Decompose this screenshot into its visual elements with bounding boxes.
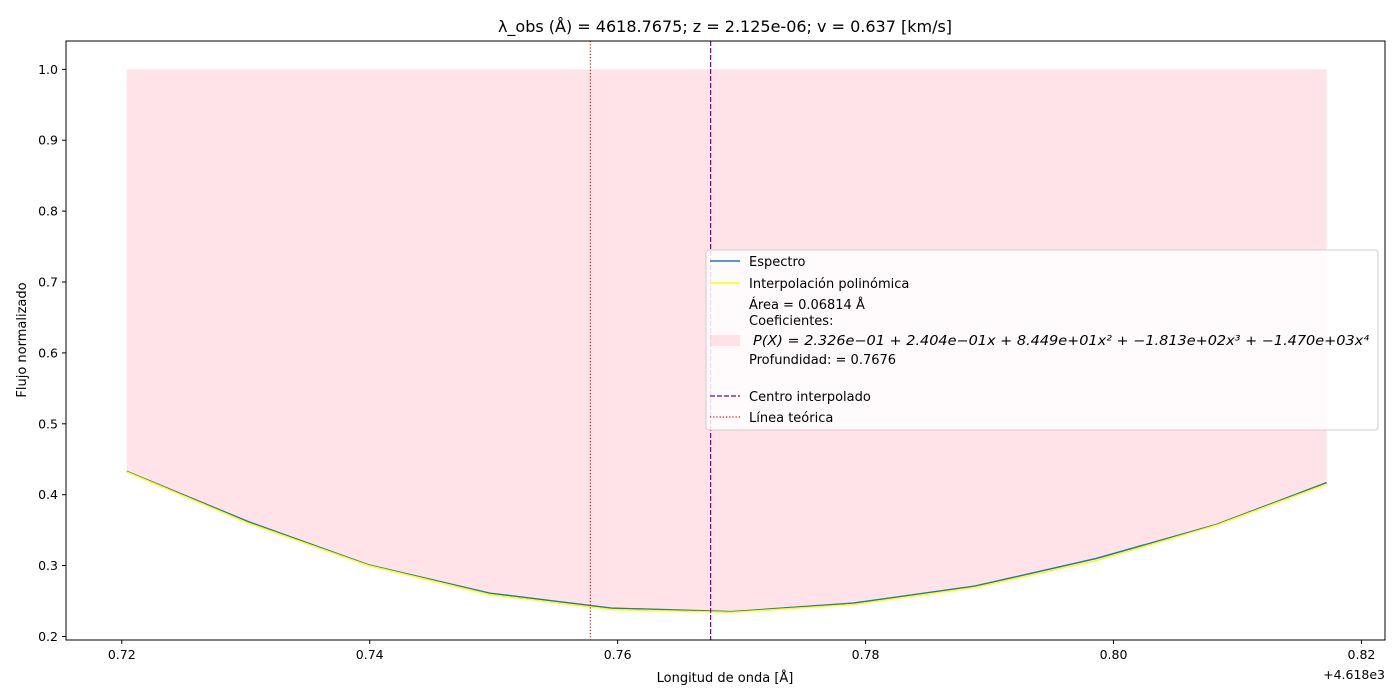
legend-label-depth: Profundidad: = 0.7676	[749, 353, 896, 368]
chart-title: λ_obs (Å) = 4618.7675; z = 2.125e-06; v …	[498, 17, 952, 37]
y-tick-label: 0.8	[38, 204, 58, 219]
legend-label-area: Área = 0.06814 Å	[749, 297, 865, 313]
legend-label-espectro: Espectro	[749, 255, 806, 270]
x-tick-label: 0.72	[108, 647, 136, 662]
legend-label-coef: Coeficientes:	[749, 314, 833, 329]
axes-frame	[65, 40, 1386, 641]
series-line-1	[126, 471, 1327, 614]
x-offset-label: +4.618e3	[1323, 667, 1385, 682]
legend-label-centro: Centro interpolado	[749, 390, 871, 405]
x-tick-label: 0.76	[604, 647, 632, 662]
legend-handle-area	[710, 335, 740, 346]
legend: Espectro Interpolación polinómica Área = 0…	[705, 249, 1379, 431]
x-tick-label: 0.82	[1348, 647, 1376, 662]
x-tick-label: 0.78	[852, 647, 880, 662]
x-axis-label: Longitud de onda [Å]	[657, 670, 794, 686]
axes: 0.72 0.74 0.76 0.78 0.80 0.82 0.2 0.3 0.4 0.5 0.6 0…	[38, 40, 1386, 662]
y-tick-label: 0.9	[38, 133, 58, 148]
legend-box	[705, 249, 1379, 431]
x-tick-label: 0.80	[1100, 647, 1128, 662]
y-tick-label: 0.3	[38, 558, 58, 573]
y-tick-label: 0.2	[38, 629, 58, 644]
y-tick-label: 0.4	[38, 487, 58, 502]
y-tick-label: 1.0	[38, 62, 58, 77]
x-tick-label: 0.74	[356, 647, 384, 662]
legend-label-teorica: Línea teórica	[749, 411, 833, 426]
y-tick-label: 0.5	[38, 416, 58, 431]
y-tick-label: 0.6	[38, 345, 58, 360]
legend-label-formula: P(X) = 2.326e−01 + 2.404e−01x + 8.449e+0…	[753, 334, 1370, 349]
legend-label-interpolacion: Interpolación polinómica	[749, 277, 909, 292]
y-tick-label: 0.7	[38, 275, 58, 290]
y-axis-label: Flujo normalizado	[15, 282, 30, 397]
